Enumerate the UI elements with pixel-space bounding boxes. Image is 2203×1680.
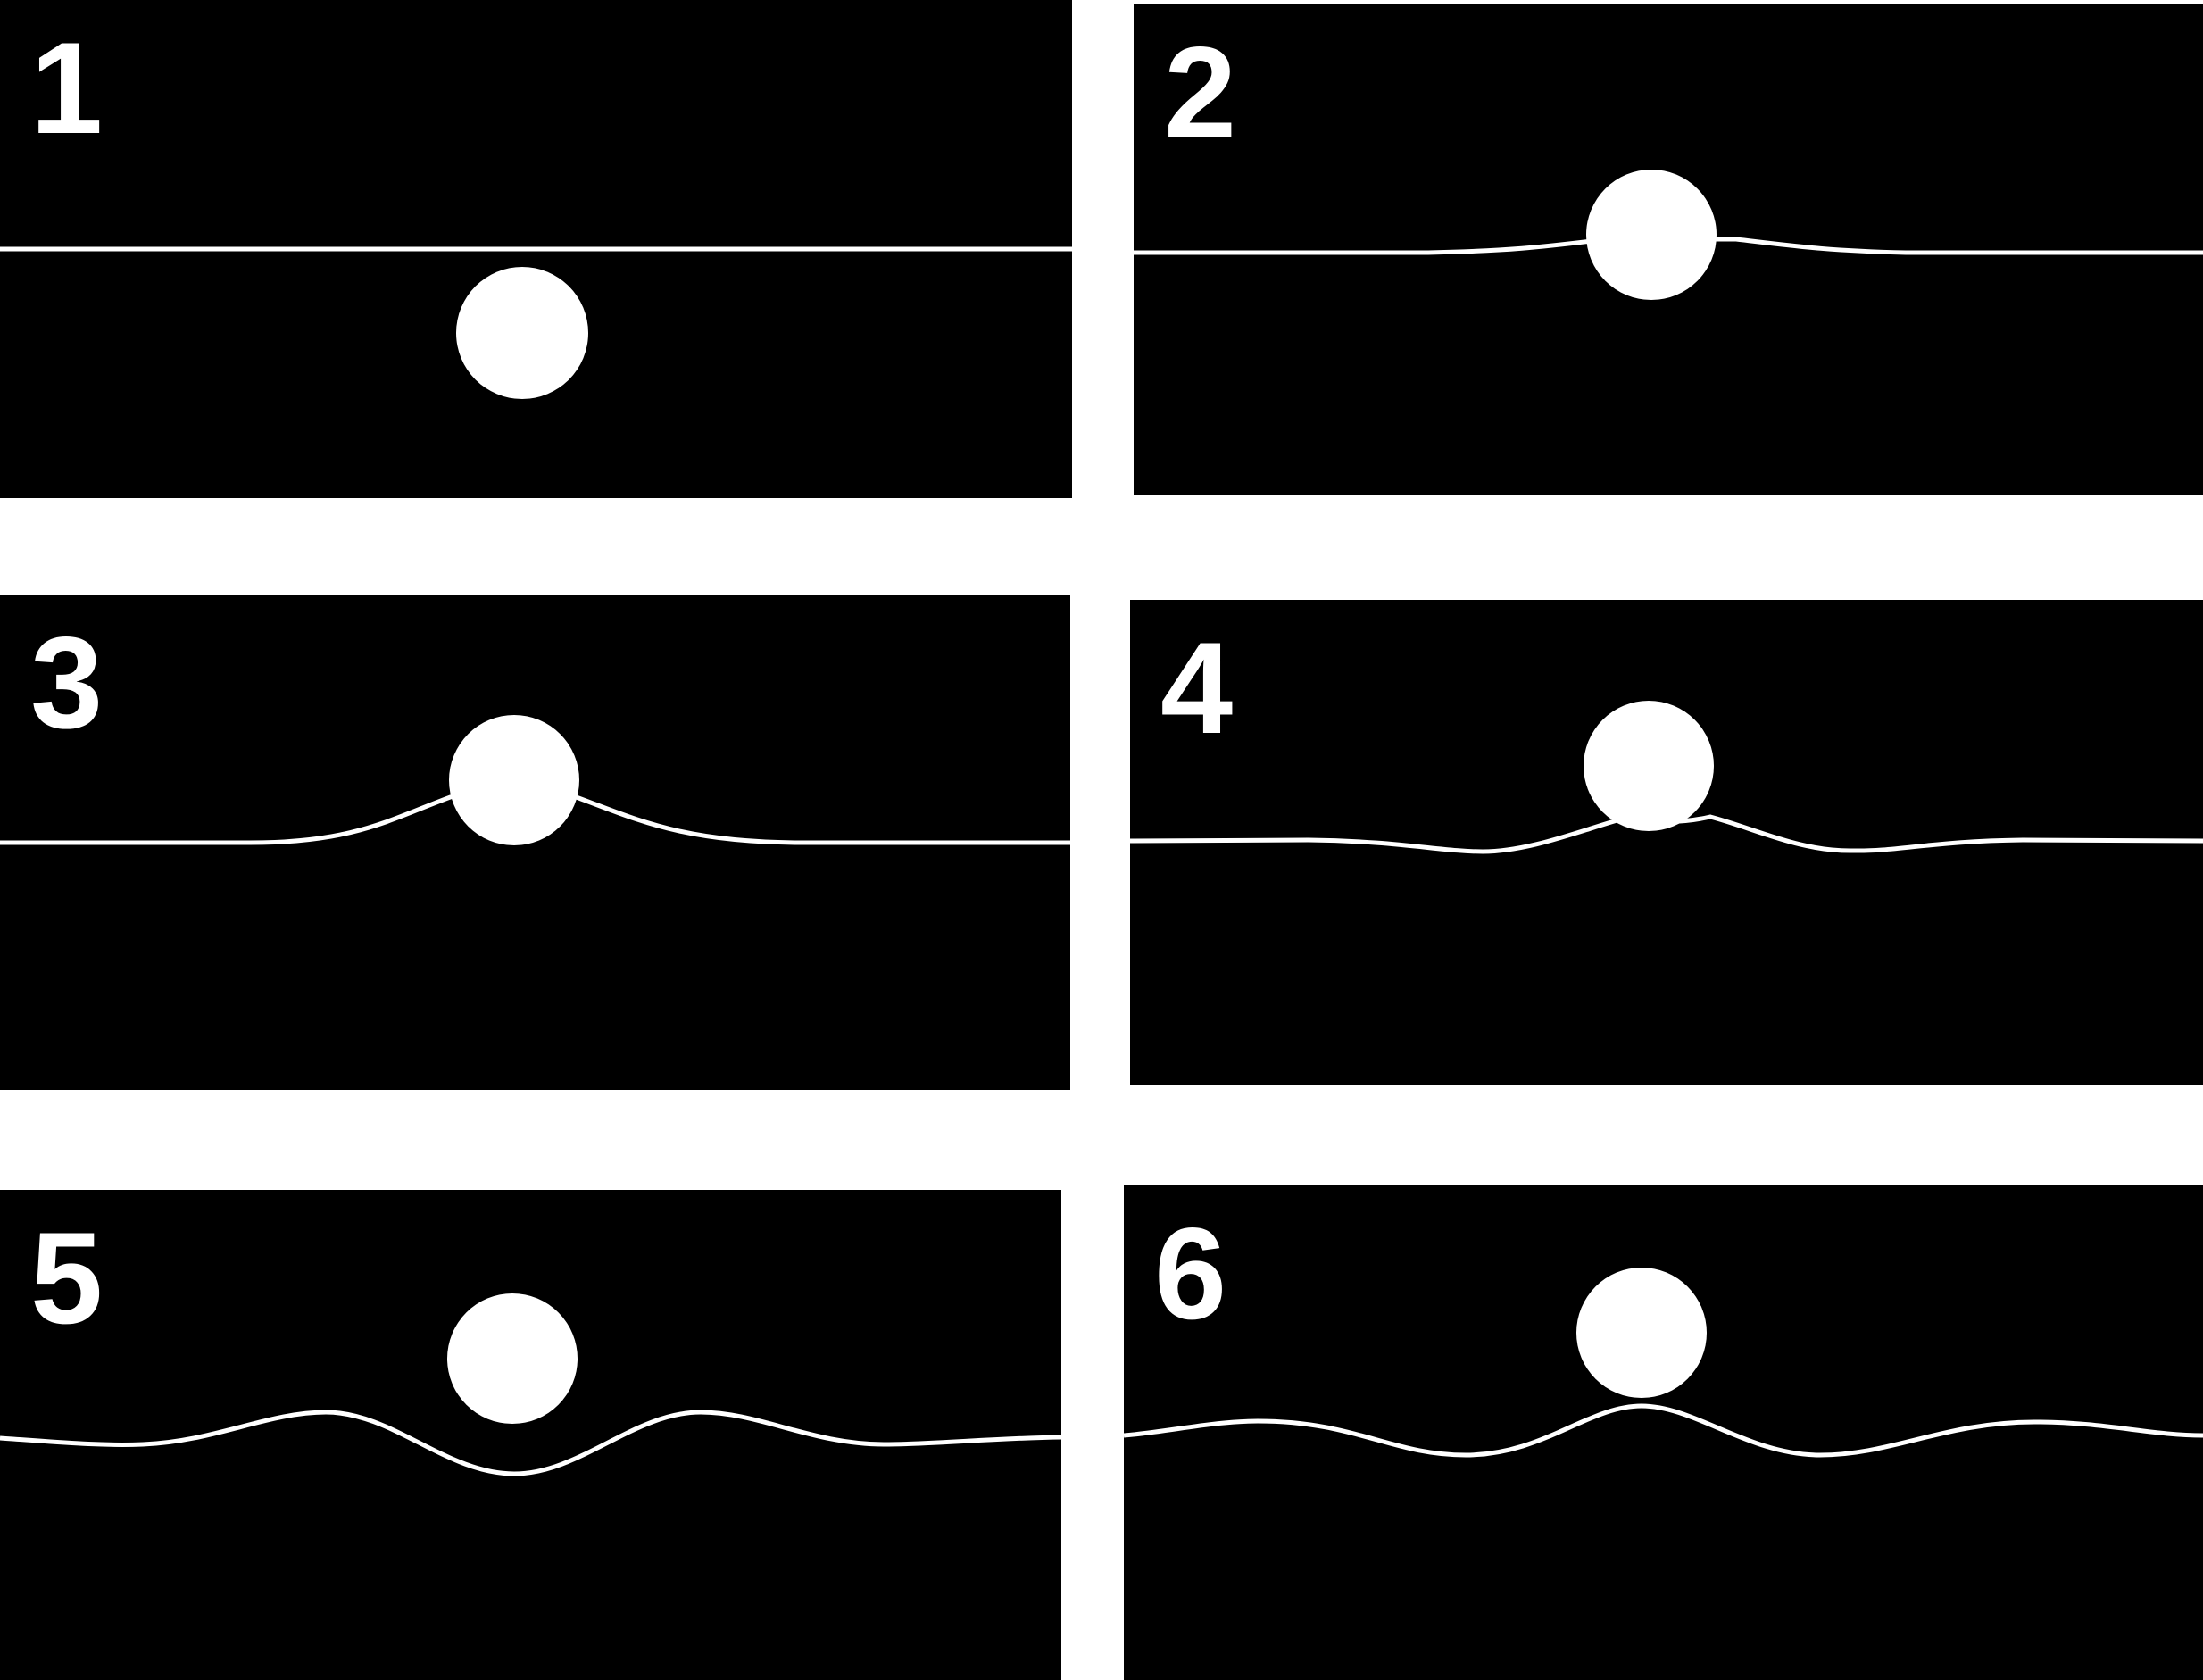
ball bbox=[1584, 701, 1714, 831]
ball bbox=[449, 715, 579, 845]
ball bbox=[1576, 1268, 1707, 1398]
panel-2-drawing bbox=[1134, 170, 2203, 300]
panel-3: 3 bbox=[0, 595, 1070, 1090]
panel-label: 6 bbox=[1154, 1201, 1227, 1346]
panel-4-drawing bbox=[1130, 701, 2203, 854]
panel-label: 5 bbox=[30, 1205, 104, 1351]
panel-label: 1 bbox=[30, 15, 104, 161]
ball bbox=[456, 267, 588, 399]
panel-label: 4 bbox=[1160, 615, 1234, 761]
panel-label: 3 bbox=[30, 610, 104, 755]
panel-5: 5 bbox=[0, 1190, 1061, 1680]
water-surface bbox=[1124, 1403, 2203, 1458]
ball bbox=[447, 1293, 578, 1424]
panel-5-drawing bbox=[0, 1293, 1061, 1476]
panel-1-drawing bbox=[0, 246, 1072, 399]
ball bbox=[1586, 170, 1717, 300]
water-surface bbox=[0, 1410, 1061, 1476]
panel-1: 1 bbox=[0, 0, 1072, 498]
panel-6-drawing bbox=[1124, 1268, 2203, 1458]
panel-2: 2 bbox=[1134, 4, 2203, 495]
panel-3-drawing bbox=[0, 715, 1070, 845]
panel-4: 4 bbox=[1130, 600, 2203, 1085]
panel-label: 2 bbox=[1164, 20, 1237, 165]
panel-6: 6 bbox=[1124, 1185, 2203, 1680]
